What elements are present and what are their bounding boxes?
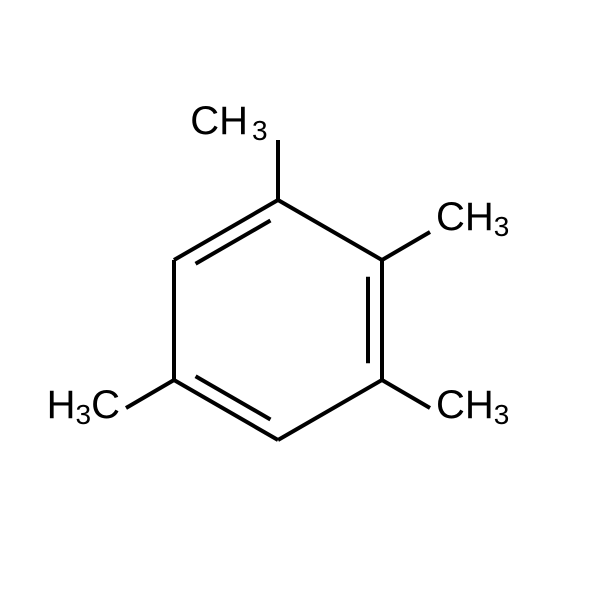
ring-bond-5 bbox=[174, 200, 278, 260]
ring-bond-3 bbox=[174, 380, 278, 440]
label-upper-right: CH3 bbox=[436, 195, 509, 242]
label-lower-left: H3C bbox=[47, 383, 120, 430]
label-top: CH3 bbox=[190, 99, 267, 146]
ring-bond-0 bbox=[278, 200, 382, 260]
substituents: CH3 CH3 CH3 H3C bbox=[47, 99, 510, 430]
molecule-diagram: CH3 CH3 CH3 H3C bbox=[0, 0, 600, 600]
label-lower-right: CH3 bbox=[436, 383, 509, 430]
benzene-ring bbox=[174, 200, 382, 440]
bond-upper-right bbox=[382, 232, 430, 260]
bond-lower-left bbox=[126, 380, 174, 408]
bond-lower-right bbox=[382, 380, 430, 408]
ring-bond-2 bbox=[278, 380, 382, 440]
